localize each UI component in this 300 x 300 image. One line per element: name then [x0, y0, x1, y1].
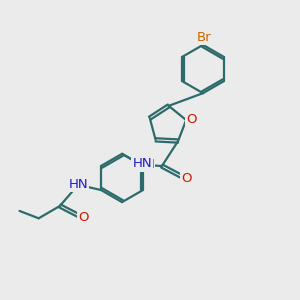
Text: N: N	[145, 158, 154, 171]
Text: O: O	[78, 211, 89, 224]
Text: HN: HN	[68, 178, 88, 191]
Text: O: O	[181, 172, 191, 185]
Text: O: O	[186, 113, 197, 126]
Text: Br: Br	[197, 31, 212, 44]
Text: H: H	[134, 158, 143, 171]
Text: HN: HN	[132, 158, 152, 170]
